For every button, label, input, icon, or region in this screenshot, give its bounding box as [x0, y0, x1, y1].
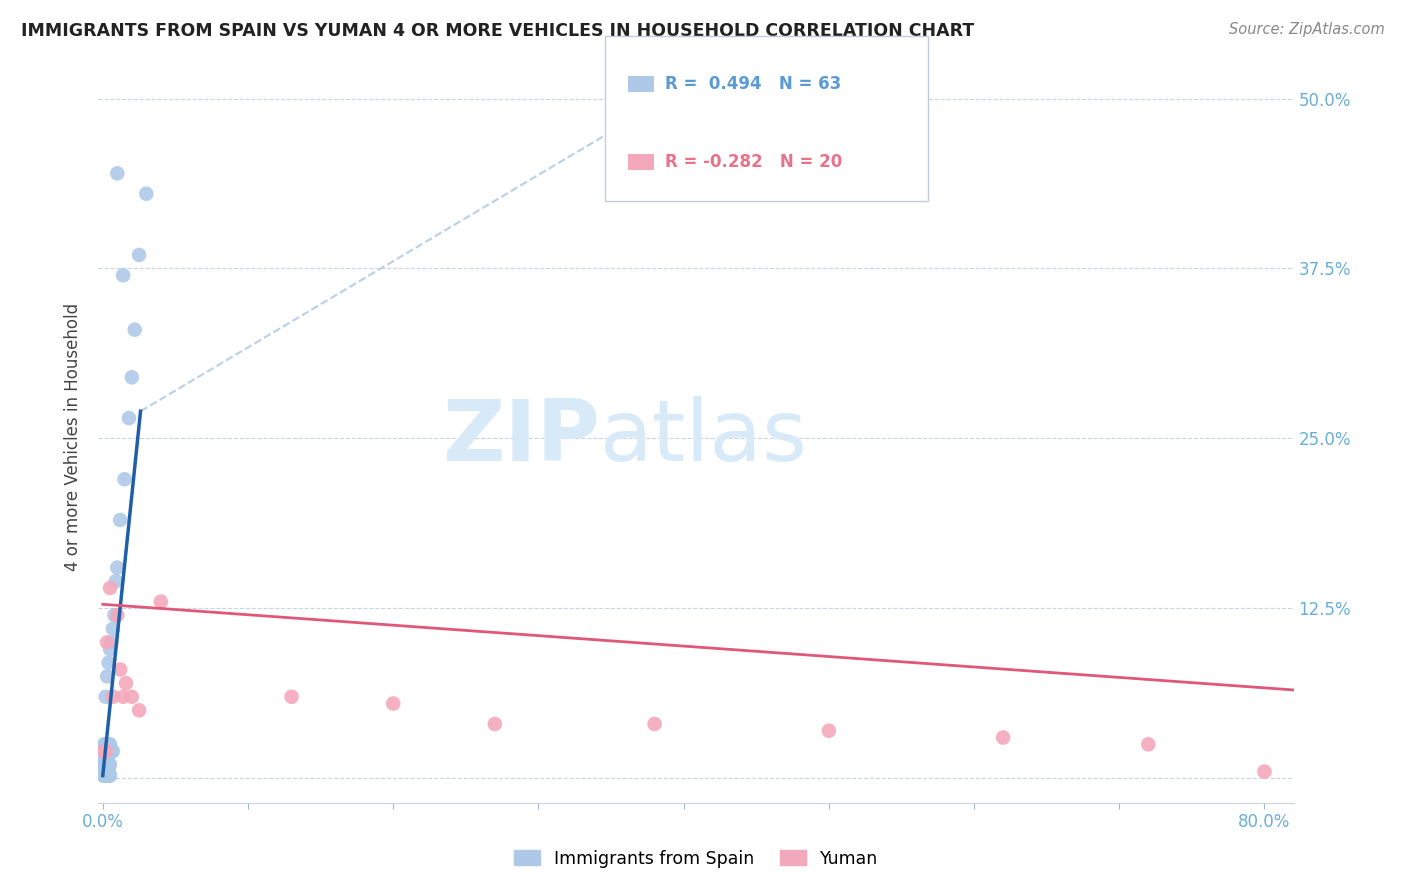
Text: IMMIGRANTS FROM SPAIN VS YUMAN 4 OR MORE VEHICLES IN HOUSEHOLD CORRELATION CHART: IMMIGRANTS FROM SPAIN VS YUMAN 4 OR MORE… [21, 22, 974, 40]
Y-axis label: 4 or more Vehicles in Household: 4 or more Vehicles in Household [65, 303, 83, 571]
Point [1137, 737, 1160, 751]
Point [96, 751, 118, 765]
Point [93, 751, 115, 765]
Point [96, 669, 118, 683]
Point [94, 751, 117, 765]
Point [97, 744, 120, 758]
Point [98, 744, 121, 758]
Point [124, 323, 146, 337]
Point [96, 751, 118, 765]
Point [93, 760, 115, 774]
Point [96, 757, 118, 772]
Point [94, 737, 117, 751]
Point [98, 642, 121, 657]
Point [93, 764, 115, 779]
Point [93, 769, 115, 783]
Point [97, 751, 120, 765]
Point [96, 737, 118, 751]
Point [94, 769, 117, 783]
Point [96, 744, 118, 758]
Point [94, 690, 117, 704]
Point [108, 513, 131, 527]
Point [94, 760, 117, 774]
Text: ZIP: ZIP [443, 395, 600, 479]
Point [94, 760, 117, 774]
Point [94, 744, 117, 758]
Point [484, 717, 506, 731]
Point [97, 757, 120, 772]
Point [96, 764, 118, 779]
Legend: Immigrants from Spain, Yuman: Immigrants from Spain, Yuman [506, 843, 886, 874]
Point [96, 769, 118, 783]
Point [94, 769, 117, 783]
Point [105, 608, 128, 623]
Point [121, 370, 143, 384]
Point [97, 764, 120, 779]
Point [121, 690, 143, 704]
Point [93, 755, 115, 769]
Point [818, 723, 841, 738]
Point [93, 744, 115, 758]
Point [100, 635, 122, 649]
Point [135, 186, 157, 201]
Point [96, 769, 118, 783]
Point [149, 594, 172, 608]
Point [96, 757, 118, 772]
Point [93, 769, 115, 783]
Point [101, 690, 124, 704]
Text: R =  0.494   N = 63: R = 0.494 N = 63 [665, 75, 841, 93]
Point [94, 737, 117, 751]
Point [96, 764, 118, 779]
Point [105, 560, 128, 574]
Point [115, 676, 138, 690]
Text: R = -0.282   N = 20: R = -0.282 N = 20 [665, 153, 842, 171]
Point [103, 608, 125, 623]
Point [94, 764, 117, 779]
Point [1253, 764, 1275, 779]
Point [128, 248, 150, 262]
Point [93, 737, 115, 751]
Point [93, 764, 115, 779]
Point [114, 472, 136, 486]
Point [104, 574, 127, 589]
Point [93, 760, 115, 774]
Point [98, 769, 121, 783]
Point [991, 731, 1014, 745]
Point [93, 744, 115, 758]
Point [280, 690, 302, 704]
Point [97, 656, 120, 670]
Point [98, 581, 121, 595]
Point [97, 737, 120, 751]
Point [98, 757, 121, 772]
Point [128, 703, 150, 717]
Point [118, 411, 141, 425]
Point [382, 697, 405, 711]
Point [94, 764, 117, 779]
Point [105, 166, 128, 180]
Point [101, 622, 124, 636]
Point [97, 764, 120, 779]
Point [97, 769, 120, 783]
Point [101, 744, 124, 758]
Point [93, 755, 115, 769]
Point [644, 717, 666, 731]
Point [112, 268, 135, 283]
Point [98, 769, 121, 783]
Point [97, 769, 120, 783]
Point [100, 744, 122, 758]
Point [94, 744, 117, 758]
Point [94, 751, 117, 765]
Point [98, 737, 121, 751]
Point [108, 663, 131, 677]
Text: Source: ZipAtlas.com: Source: ZipAtlas.com [1229, 22, 1385, 37]
Point [112, 690, 135, 704]
Point [96, 635, 118, 649]
Text: atlas: atlas [600, 395, 808, 479]
